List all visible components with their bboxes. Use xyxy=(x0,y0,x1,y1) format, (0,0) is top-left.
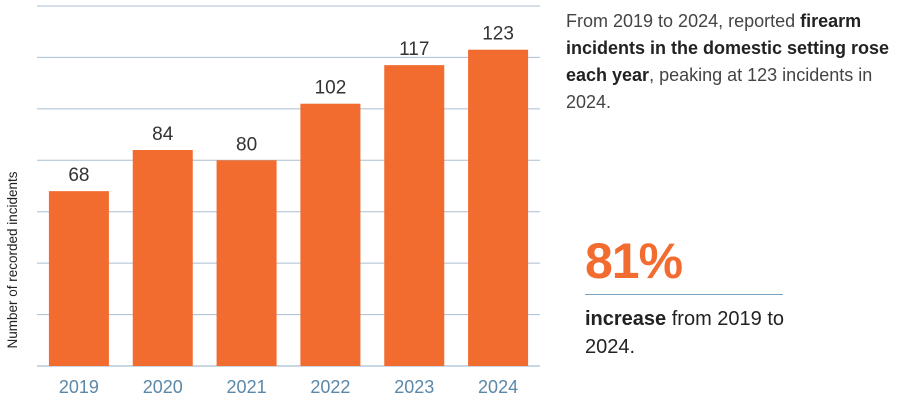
summary-text: From 2019 to 2024, reported firearm inci… xyxy=(566,8,911,116)
stat-bold: increase xyxy=(585,308,667,330)
x-tick-2021: 2021 xyxy=(227,377,267,397)
value-label-2021: 80 xyxy=(236,134,257,155)
bars xyxy=(48,49,529,367)
bar-2021 xyxy=(216,160,277,366)
gridlines xyxy=(37,5,540,367)
value-labels: 68 84 80 102 117 123 xyxy=(68,24,514,186)
x-tick-2019: 2019 xyxy=(59,377,99,397)
x-tick-2020: 2020 xyxy=(143,377,183,397)
bar-2022 xyxy=(300,103,361,366)
bar-chart: 68 84 80 102 117 123 2019 2020 2021 2022 2023 2024… xyxy=(5,5,540,397)
summary-bold: firearm incidents in the domestic settin… xyxy=(566,11,890,85)
stat-divider xyxy=(585,294,783,295)
summary-pre: From 2019 to 2024, reported xyxy=(566,11,801,31)
bar-2024 xyxy=(468,49,529,366)
stat-value: 81% xyxy=(585,233,683,289)
value-label-2020: 84 xyxy=(152,124,174,145)
bar-2019 xyxy=(48,191,109,366)
value-label-2022: 102 xyxy=(315,78,347,99)
value-label-2023: 117 xyxy=(399,39,429,60)
summary-post: , peaking at 123 incidents in 2024. xyxy=(566,65,873,112)
x-tick-labels: 2019 2020 2021 2022 2023 2024 xyxy=(59,377,518,397)
x-tick-2023: 2023 xyxy=(394,377,434,397)
x-tick-2024: 2024 xyxy=(478,377,518,397)
value-label-2019: 68 xyxy=(68,165,89,186)
stat-callout: 81% increase from 2019 to 2024. xyxy=(585,234,795,361)
y-axis-label: Number of recorded incidents xyxy=(5,171,20,348)
stat-rest: from 2019 to 2024. xyxy=(585,308,785,358)
bar-2020 xyxy=(132,150,193,366)
stat-description: increase from 2019 to 2024. xyxy=(585,305,795,361)
bar-2023 xyxy=(384,65,445,367)
x-tick-2022: 2022 xyxy=(310,377,350,397)
value-label-2024: 123 xyxy=(482,24,514,45)
